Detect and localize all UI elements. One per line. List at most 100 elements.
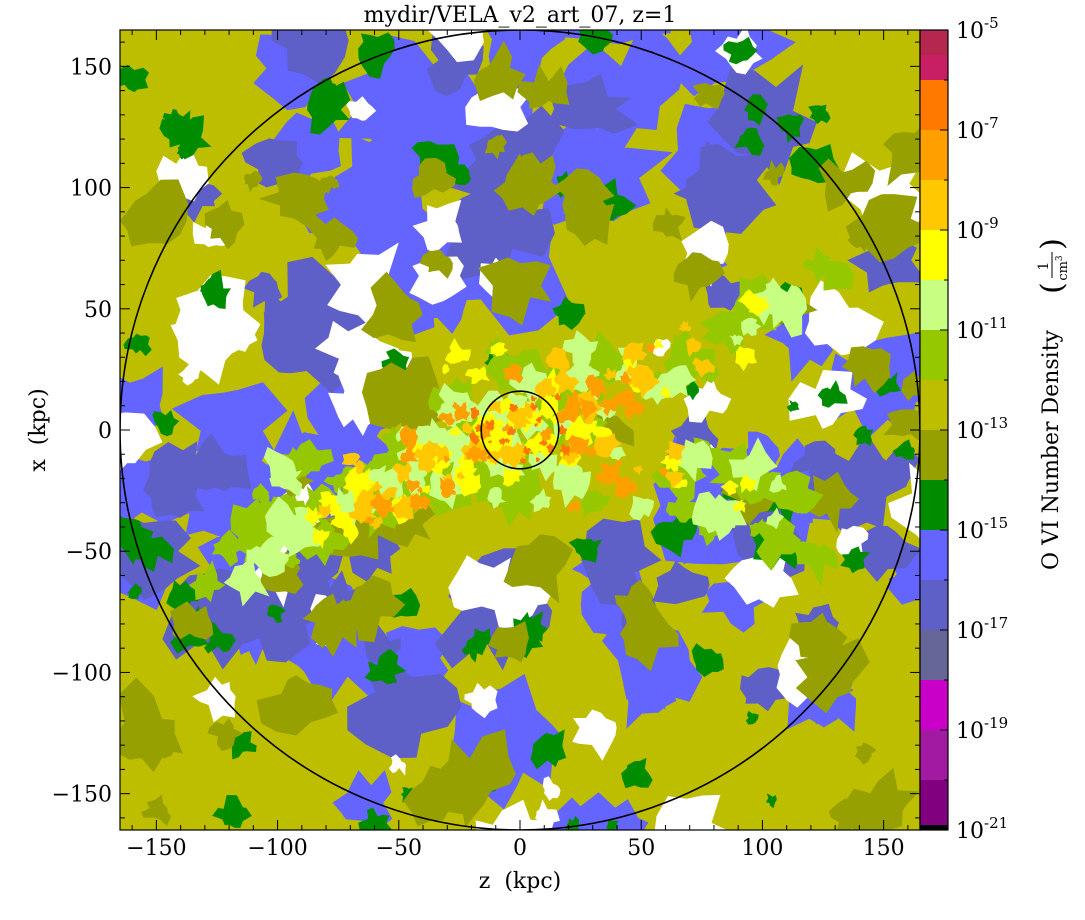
density-region [365, 516, 374, 525]
density-region [614, 476, 637, 499]
density-region [267, 604, 287, 624]
density-region [562, 330, 599, 374]
colorbar-band [920, 780, 948, 825]
density-region [729, 334, 744, 347]
y-tick-label: 100 [70, 177, 112, 202]
density-region [769, 474, 787, 493]
x-axis-label: z (kpc) [479, 869, 561, 894]
density-region [579, 397, 599, 421]
density-region [606, 819, 619, 830]
density-region [683, 374, 732, 423]
density-region [728, 437, 778, 492]
density-region [212, 795, 252, 828]
density-region [534, 423, 539, 428]
density-region [166, 580, 200, 611]
density-region [572, 709, 617, 761]
y-axis-label: x (kpc) [26, 388, 51, 471]
density-region [346, 96, 377, 121]
density-region [669, 327, 702, 366]
colorbar-bands [920, 30, 948, 830]
colorbar-band [920, 825, 948, 830]
density-region [169, 601, 214, 640]
density-region [766, 507, 784, 529]
density-region [178, 361, 201, 386]
density-region [419, 249, 453, 279]
density-region [534, 378, 557, 402]
density-region [332, 770, 393, 829]
density-region [448, 426, 461, 437]
density-region [303, 506, 325, 526]
density-region [624, 650, 689, 729]
plot-area [120, 30, 920, 830]
colorbar-tick-label: 10-15 [956, 514, 1008, 544]
density-region [486, 454, 492, 460]
x-tick-label: 150 [863, 836, 905, 861]
density-region [787, 399, 800, 412]
density-region [808, 104, 831, 125]
density-region [650, 512, 699, 558]
density-region [327, 504, 339, 517]
colorbar-band [920, 180, 948, 230]
density-region [405, 479, 421, 494]
density-region [307, 81, 351, 135]
density-region [888, 561, 920, 598]
density-region [817, 380, 848, 408]
density-region [204, 199, 245, 250]
density-region [535, 799, 560, 825]
density-region [653, 338, 664, 350]
density-region [645, 343, 655, 354]
density-region [154, 740, 174, 762]
colorbar-band [920, 230, 948, 280]
density-region [763, 159, 785, 186]
density-region [469, 432, 481, 446]
density-region [530, 395, 538, 402]
y-tick-label: −50 [66, 540, 112, 565]
density-region [739, 473, 757, 494]
colorbar-label: O VI Number Density ( 1 cm3 ) [1035, 238, 1071, 570]
density-region [252, 483, 270, 505]
density-region [478, 257, 552, 326]
density-map-regions [120, 30, 920, 830]
density-region [528, 452, 558, 482]
density-region [207, 718, 244, 751]
inner-radius-circle [480, 390, 560, 470]
density-region [692, 357, 716, 378]
density-region [599, 398, 620, 417]
density-region [228, 731, 257, 760]
density-region [603, 367, 617, 381]
density-region [567, 435, 592, 457]
density-region [691, 643, 724, 678]
colorbar-tick-label: 10-19 [956, 714, 1008, 744]
colorbar-band [920, 530, 948, 580]
density-region [555, 30, 686, 164]
density-region [461, 638, 485, 663]
density-region [388, 754, 406, 776]
density-region [707, 64, 817, 186]
density-region [496, 445, 526, 469]
density-region [256, 675, 339, 736]
density-region [192, 676, 236, 723]
density-region [621, 342, 647, 366]
colorbar-tick-label: 10-11 [956, 314, 1008, 344]
density-region [804, 280, 884, 356]
density-region [223, 555, 270, 607]
density-region [595, 463, 620, 486]
density-region [464, 445, 481, 464]
density-region [552, 296, 586, 330]
density-region [674, 439, 713, 483]
density-region [624, 397, 647, 420]
colorbar-band [920, 580, 948, 630]
density-region [621, 757, 653, 789]
density-region [686, 337, 702, 358]
density-region [734, 127, 765, 156]
density-region [490, 342, 509, 357]
density-region [343, 466, 377, 505]
density-region [470, 628, 492, 654]
density-region [665, 494, 698, 523]
density-region [766, 793, 777, 809]
density-region [475, 799, 555, 830]
density-region [258, 172, 329, 229]
density-region [720, 480, 739, 496]
y-tick-label: −100 [52, 661, 112, 686]
x-tick-label: 100 [741, 836, 783, 861]
